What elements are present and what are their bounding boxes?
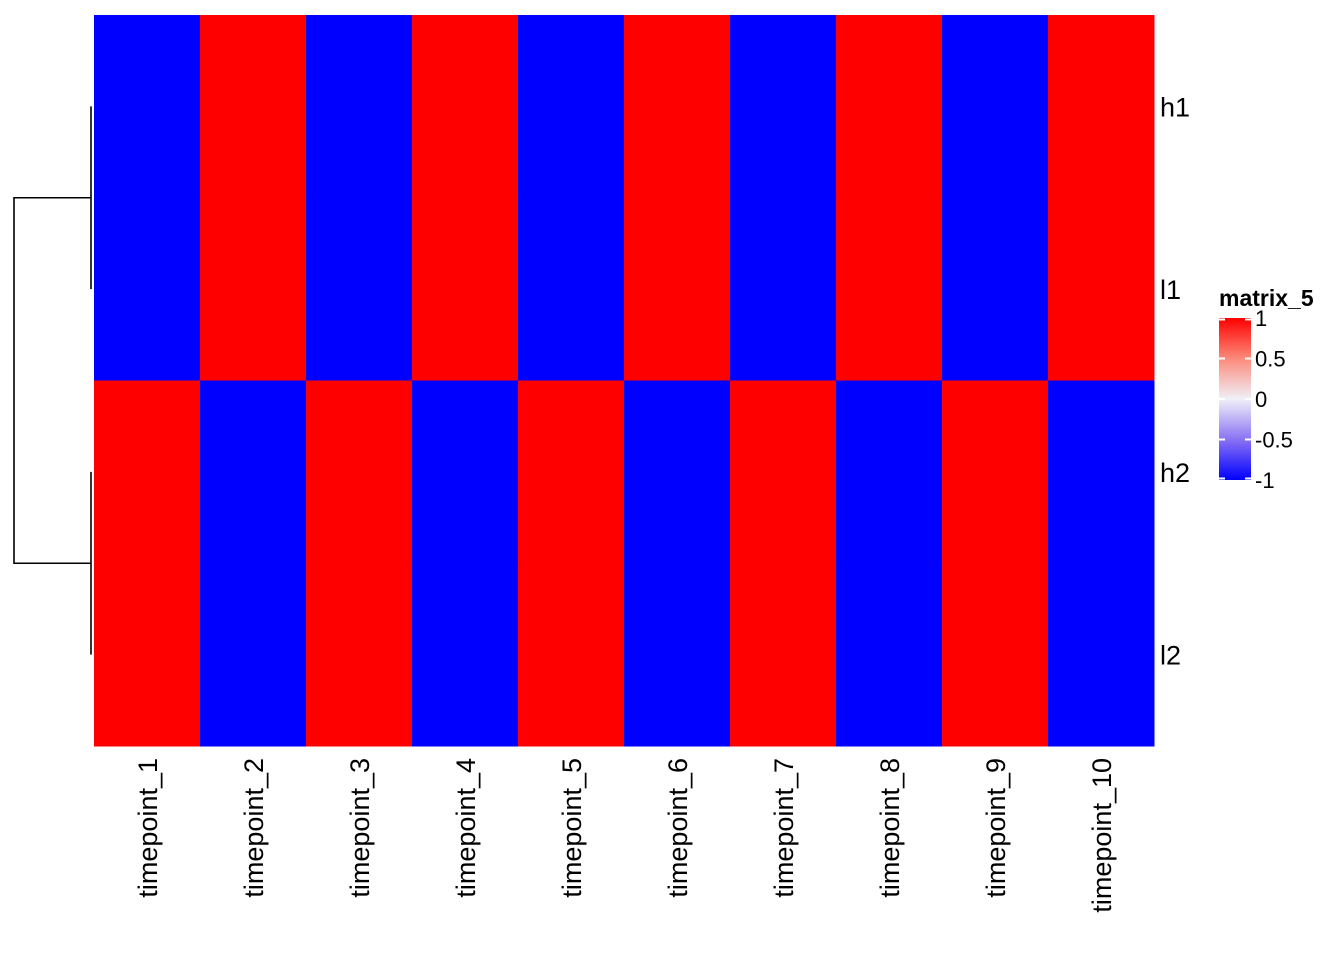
heatmap-cell-h1-timepoint_4 <box>412 15 519 199</box>
legend-title: matrix_5 <box>1219 285 1314 311</box>
color-legend: matrix_5 1 0.5 0 -0.5 -1 <box>1219 285 1314 493</box>
heatmap-cell-h1-timepoint_2 <box>200 15 307 199</box>
heatmap-cell-l2-timepoint_5 <box>518 563 625 747</box>
heatmap-cell-l1-timepoint_6 <box>624 197 731 381</box>
legend-tick-label-4: -1 <box>1255 468 1275 493</box>
row-label-h2: h2 <box>1160 458 1190 488</box>
heatmap-cell-h2-timepoint_9 <box>942 380 1049 564</box>
heatmap-cell-l1-timepoint_3 <box>306 197 413 381</box>
heatmap-cell-l1-timepoint_4 <box>412 197 519 381</box>
column-label-timepoint_7: timepoint_7 <box>769 758 799 898</box>
heatmap-cell-l2-timepoint_1 <box>94 563 201 747</box>
legend-tick-label-3: -0.5 <box>1255 428 1293 453</box>
column-label-timepoint_1: timepoint_1 <box>133 758 163 898</box>
heatmap-cell-h1-timepoint_8 <box>836 15 943 199</box>
heatmap-cell-l1-timepoint_5 <box>518 197 625 381</box>
heatmap-cell-l2-timepoint_8 <box>836 563 943 747</box>
row-dendrogram <box>13 106 92 655</box>
heatmap-cell-l1-timepoint_8 <box>836 197 943 381</box>
heatmap-cell-l2-timepoint_3 <box>306 563 413 747</box>
heatmap-cell-l2-timepoint_7 <box>730 563 837 747</box>
heatmap-cell-h2-timepoint_1 <box>94 380 201 564</box>
heatmap-cell-h1-timepoint_9 <box>942 15 1049 199</box>
column-labels: timepoint_1 timepoint_2 timepoint_3 timepoi… <box>133 758 1117 913</box>
heatmap-cell-l2-timepoint_4 <box>412 563 519 747</box>
heatmap-cell-h1-timepoint_3 <box>306 15 413 199</box>
legend-tick-label-1: 0.5 <box>1255 347 1286 372</box>
heatmap-cell-h2-timepoint_2 <box>200 380 307 564</box>
row-label-l1: l1 <box>1160 275 1181 305</box>
heatmap-cell-h2-timepoint_3 <box>306 380 413 564</box>
heatmap-cell-l2-timepoint_2 <box>200 563 307 747</box>
heatmap-cell-l2-timepoint_6 <box>624 563 731 747</box>
column-label-timepoint_6: timepoint_6 <box>663 758 693 898</box>
heatmap-cell-h1-timepoint_1 <box>94 15 201 199</box>
heatmap-cell-h1-timepoint_10 <box>1048 15 1155 199</box>
column-label-timepoint_2: timepoint_2 <box>239 758 269 898</box>
column-label-timepoint_3: timepoint_3 <box>345 758 375 898</box>
heatmap-cell-l2-timepoint_9 <box>942 563 1049 747</box>
heatmap-cell-h2-timepoint_10 <box>1048 380 1155 564</box>
heatmap-cell-h2-timepoint_6 <box>624 380 731 564</box>
heatmap-cell-l1-timepoint_9 <box>942 197 1049 381</box>
heatmap-cell-h2-timepoint_8 <box>836 380 943 564</box>
column-label-timepoint_4: timepoint_4 <box>451 758 481 898</box>
heatmap-cell-l1-timepoint_2 <box>200 197 307 381</box>
heatmap-cell-l1-timepoint_10 <box>1048 197 1155 381</box>
row-label-l2: l2 <box>1160 641 1181 671</box>
column-label-timepoint_8: timepoint_8 <box>875 758 905 898</box>
heatmap-cell-h2-timepoint_4 <box>412 380 519 564</box>
column-label-timepoint_9: timepoint_9 <box>981 758 1011 898</box>
legend-tick-label-0: 1 <box>1255 306 1267 331</box>
column-label-timepoint_5: timepoint_5 <box>557 758 587 898</box>
heatmap-cell-h1-timepoint_5 <box>518 15 625 199</box>
heatmap-cell-h2-timepoint_7 <box>730 380 837 564</box>
heatmap-cell-l1-timepoint_7 <box>730 197 837 381</box>
legend-ticks: 1 0.5 0 -0.5 -1 <box>1219 306 1293 493</box>
heatmap-cell-h1-timepoint_7 <box>730 15 837 199</box>
heatmap-cell-l1-timepoint_1 <box>94 197 201 381</box>
heatmap-cell-h1-timepoint_6 <box>624 15 731 199</box>
dendrogram-root <box>13 196 91 565</box>
legend-tick-label-2: 0 <box>1255 387 1267 412</box>
row-label-h1: h1 <box>1160 92 1190 122</box>
heatmap-cell-h2-timepoint_5 <box>518 380 625 564</box>
column-label-timepoint_10: timepoint_10 <box>1087 758 1117 913</box>
heatmap-cell-l2-timepoint_10 <box>1048 563 1155 747</box>
heatmap-cells <box>94 15 1155 747</box>
row-labels: h1 l1 h2 l2 <box>1160 92 1190 670</box>
